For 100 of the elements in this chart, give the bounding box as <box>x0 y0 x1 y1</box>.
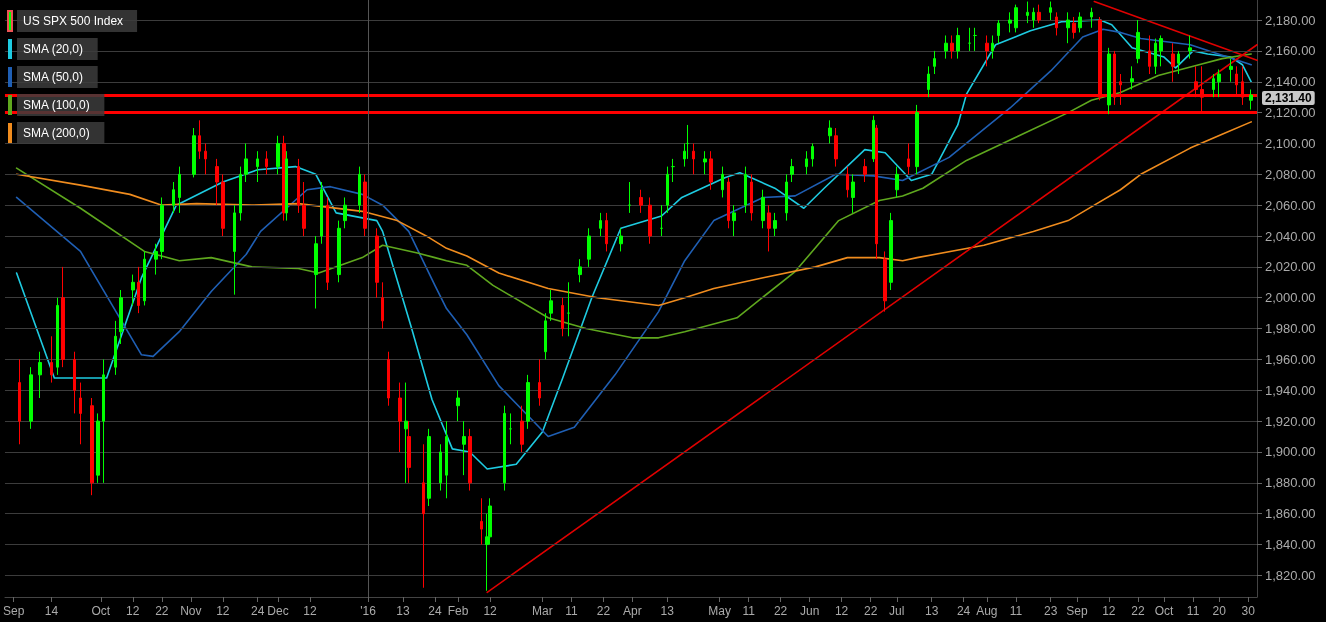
candlestick <box>727 176 730 229</box>
candlestick <box>1148 34 1151 75</box>
candlestick <box>1177 50 1180 75</box>
x-tick-label: 23 <box>1044 604 1058 618</box>
candlestick <box>462 420 466 476</box>
x-tick-label: 13 <box>396 604 410 618</box>
candlestick <box>326 196 329 291</box>
candlestick <box>1037 4 1041 24</box>
y-tick-label: 1,940.00 <box>1265 382 1316 398</box>
x-tick-label: 24 <box>251 604 265 618</box>
candlestick <box>587 227 591 268</box>
y-tick-label: 2,100.00 <box>1265 135 1316 151</box>
candlestick <box>422 443 425 589</box>
candlestick <box>1188 34 1192 60</box>
y-tick-label: 2,060.00 <box>1265 197 1316 213</box>
y-tick-label: 2,180.00 <box>1265 12 1316 28</box>
candlestick <box>933 50 936 75</box>
y-tick-label: 1,840.00 <box>1265 537 1316 553</box>
candlestick <box>244 142 248 183</box>
candlestick <box>927 65 930 98</box>
x-tick-label: 12 <box>834 604 849 618</box>
candlestick <box>439 443 442 492</box>
candlestick <box>56 297 59 376</box>
y-tick-label: 2,140.00 <box>1265 74 1316 90</box>
candlestick <box>215 158 219 206</box>
candlestick <box>79 382 82 445</box>
x-tick-label: 22 <box>596 604 611 618</box>
candlestick <box>256 150 259 183</box>
x-tick-label: 22 <box>773 604 788 618</box>
candlestick <box>1136 19 1140 64</box>
candlestick <box>404 382 408 484</box>
legend-label: SMA (50,0) <box>23 70 84 84</box>
candlestick <box>1171 42 1175 83</box>
candlestick <box>1090 7 1093 29</box>
candlestick <box>761 189 765 229</box>
candlestick <box>143 250 146 306</box>
candlestick <box>811 142 814 168</box>
candlestick <box>1008 11 1012 33</box>
candlestick <box>834 127 838 168</box>
y-tick-label: 1,900.00 <box>1265 444 1316 460</box>
candlestick <box>997 19 1000 44</box>
candlestick <box>828 119 832 144</box>
candlestick <box>520 405 524 453</box>
y-tick-label: 1,880.00 <box>1265 475 1316 491</box>
candlestick <box>1055 11 1058 36</box>
candlestick <box>375 227 379 299</box>
candlestick <box>703 150 707 175</box>
candlestick <box>863 158 867 183</box>
candlestick <box>131 274 135 306</box>
candlestick <box>178 166 181 214</box>
candlestick <box>1249 88 1253 111</box>
candlestick <box>538 358 541 407</box>
candlestick <box>302 181 306 237</box>
candlestick <box>790 158 794 183</box>
candlestick <box>233 204 236 296</box>
x-tick-label: 12 <box>126 604 140 618</box>
candlestick <box>38 351 42 399</box>
candlestick <box>956 27 960 60</box>
x-tick-label: 24 <box>956 604 971 618</box>
candlestick <box>875 124 878 260</box>
x-tick-label: Aug <box>976 604 998 618</box>
candlestick <box>192 127 196 178</box>
candlestick <box>456 389 460 422</box>
candlestick <box>61 266 65 368</box>
candlestick <box>119 289 123 345</box>
candlestick <box>872 115 875 163</box>
candlestick <box>285 150 288 222</box>
candlestick <box>1159 34 1163 67</box>
candlestick <box>239 166 242 222</box>
candlestick <box>950 34 954 60</box>
candlestick <box>619 227 623 252</box>
y-tick-label: 2,080.00 <box>1265 166 1316 182</box>
candlestick <box>767 204 771 252</box>
candlestick <box>90 397 94 496</box>
candlestick <box>1107 47 1111 115</box>
candlestick <box>660 204 663 237</box>
x-tick-label: 22 <box>863 604 878 618</box>
candlestick <box>1154 38 1157 75</box>
candlestick <box>503 405 506 492</box>
candlestick <box>985 34 989 67</box>
candlestick <box>297 158 300 214</box>
x-tick-label: Jul <box>889 604 905 618</box>
candlestick <box>889 212 893 291</box>
x-tick-label: Apr <box>623 604 642 618</box>
x-tick-label: 12 <box>1102 604 1116 618</box>
x-tick-label: May <box>708 604 731 618</box>
y-tick-label: 1,960.00 <box>1265 351 1316 367</box>
candlestick <box>154 243 158 276</box>
candlestick <box>785 173 788 222</box>
candlestick <box>343 196 347 229</box>
candlestick <box>1026 1 1029 24</box>
candlestick <box>29 366 33 430</box>
x-tick-label: 12 <box>483 604 498 618</box>
x-tick-label: Feb <box>447 604 469 618</box>
candlestick <box>1032 7 1035 29</box>
candlestick <box>314 235 318 310</box>
candlestick <box>883 250 887 313</box>
candlestick <box>160 196 164 260</box>
candlestick <box>578 258 582 283</box>
candlestick <box>398 382 402 453</box>
